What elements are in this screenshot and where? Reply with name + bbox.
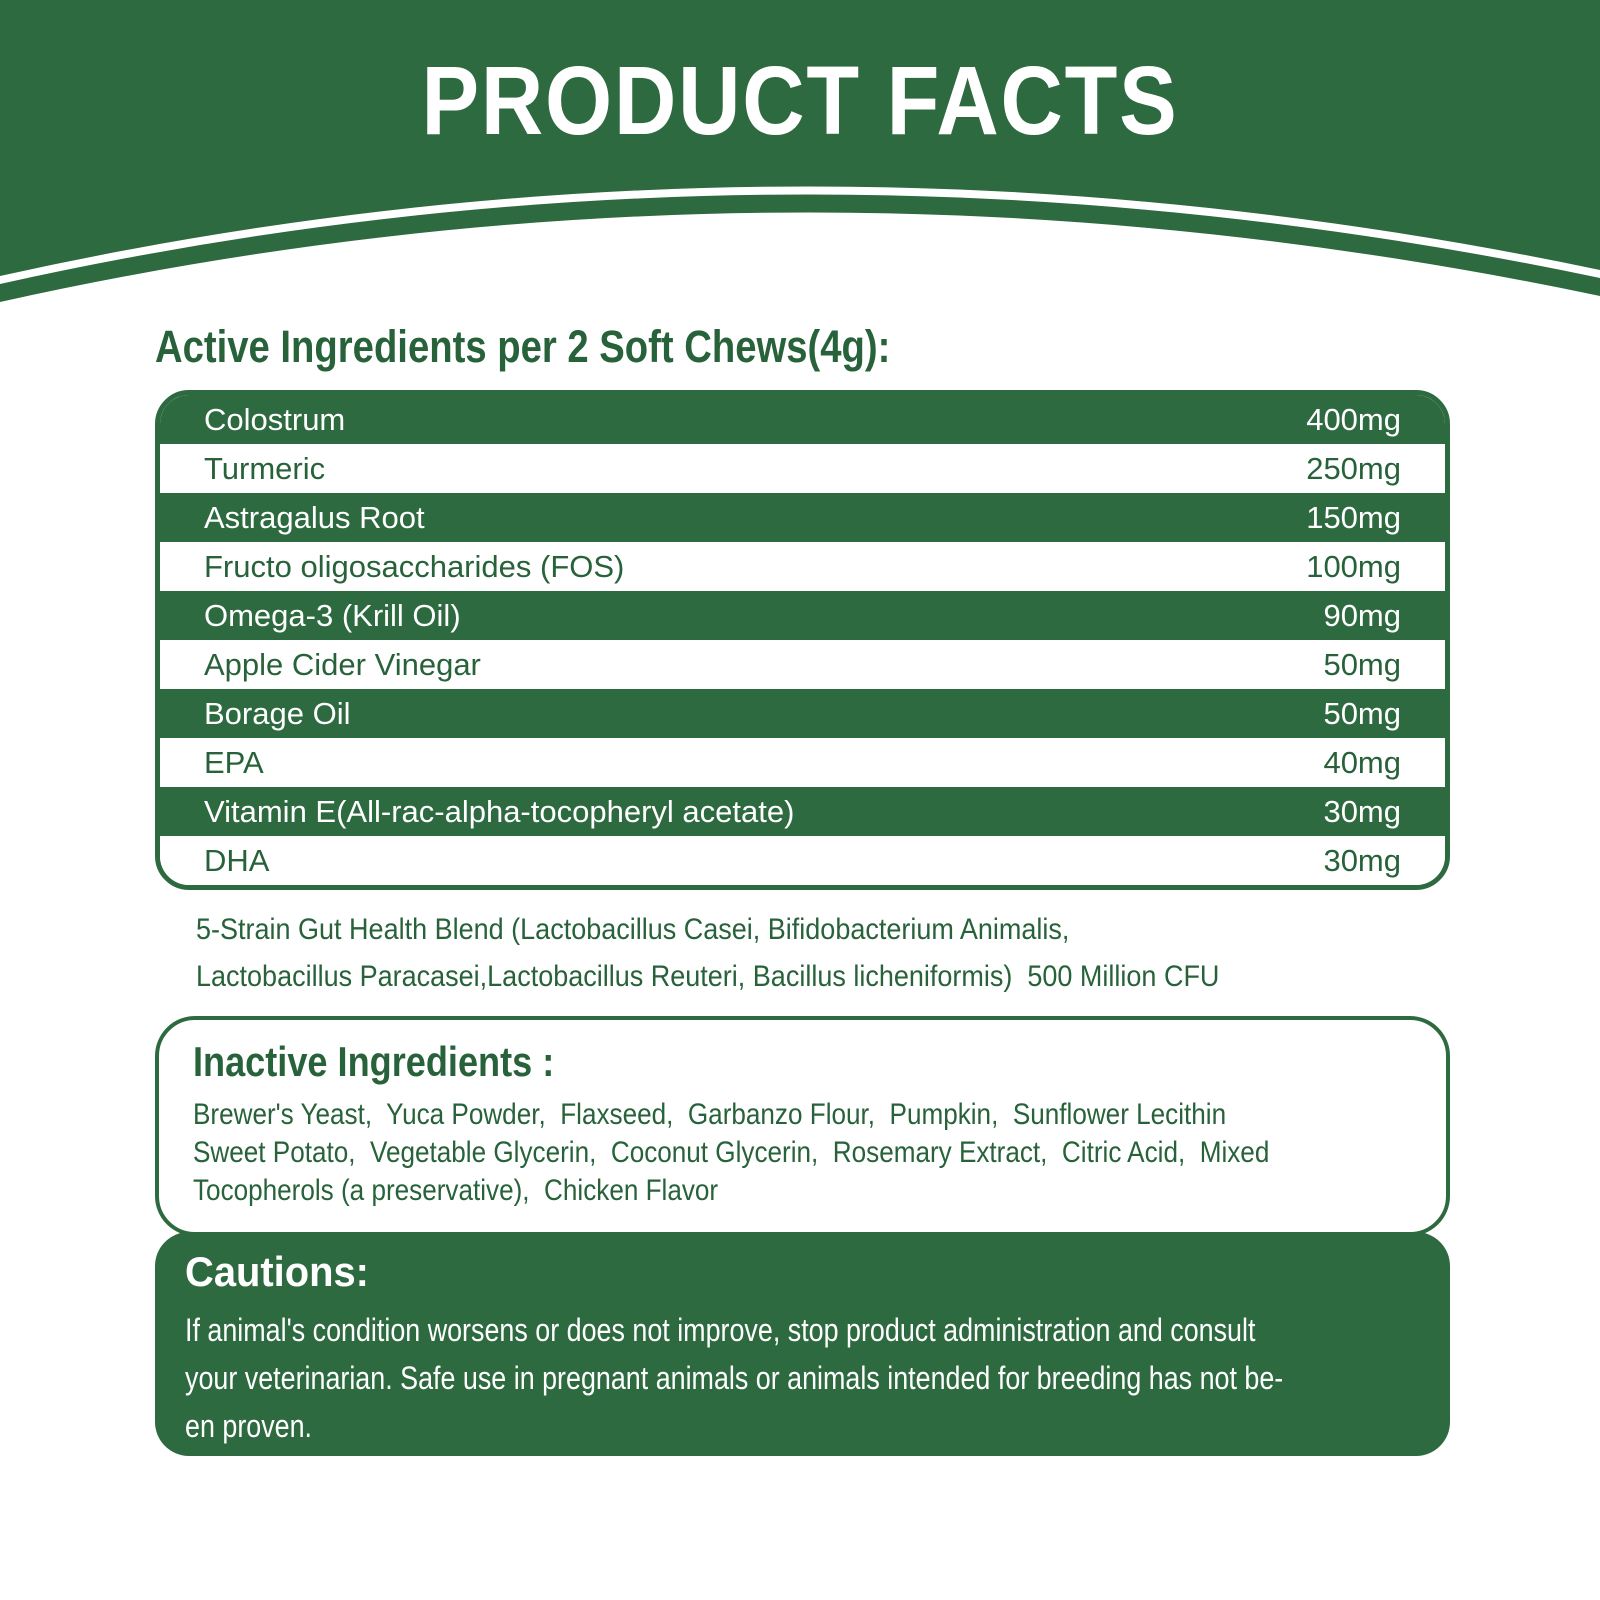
active-ingredients-heading: Active Ingredients per 2 Soft Chews(4g):: [155, 321, 891, 372]
ingredient-amount: 150mg: [1306, 499, 1401, 535]
table-row: Colostrum 400mg: [160, 395, 1445, 444]
table-row: Fructo oligosaccharides (FOS) 100mg: [160, 542, 1445, 591]
ingredient-name: Vitamin E(All-rac-alpha-tocopheryl aceta…: [204, 793, 795, 829]
inactive-ingredients-line: Tocopherols (a preservative), Chicken Fl…: [193, 1174, 719, 1208]
active-ingredients-table: Colostrum 400mg Turmeric 250mg Astragalu…: [155, 390, 1450, 890]
gut-health-blend-line: Lactobacillus Paracasei,Lactobacillus Re…: [196, 960, 1220, 993]
ingredient-amount: 100mg: [1306, 548, 1401, 584]
cautions-text: If animal's condition worsens or does no…: [185, 1306, 1420, 1450]
ingredient-name: Colostrum: [204, 401, 346, 437]
cautions-line: en proven.: [185, 1408, 313, 1445]
ingredient-amount: 50mg: [1323, 646, 1401, 682]
ingredient-name: Astragalus Root: [204, 499, 425, 535]
page-title: PRODUCT FACTS: [421, 46, 1179, 155]
gut-health-blend-note: 5-Strain Gut Health Blend (Lactobacillus…: [196, 906, 1333, 1000]
inactive-ingredients-line: Brewer's Yeast, Yuca Powder, Flaxseed, G…: [193, 1098, 1227, 1132]
header-curve: [0, 0, 1600, 302]
ingredient-name: EPA: [204, 744, 264, 780]
inactive-ingredients-line: Sweet Potato, Vegetable Glycerin, Coconu…: [193, 1136, 1270, 1170]
cautions-line: If animal's condition worsens or does no…: [185, 1312, 1256, 1349]
table-row: Borage Oil 50mg: [160, 689, 1445, 738]
ingredient-amount: 400mg: [1306, 401, 1401, 437]
inactive-ingredients-list: Brewer's Yeast, Yuca Powder, Flaxseed, G…: [193, 1096, 1412, 1210]
ingredient-name: Borage Oil: [204, 695, 351, 731]
cautions-line: your veterinarian. Safe use in pregnant …: [185, 1360, 1284, 1397]
table-row: Turmeric 250mg: [160, 444, 1445, 493]
table-row: Apple Cider Vinegar 50mg: [160, 640, 1445, 689]
ingredient-amount: 50mg: [1323, 695, 1401, 731]
ingredient-name: Apple Cider Vinegar: [204, 646, 481, 682]
cautions-heading: Cautions:: [185, 1248, 369, 1295]
inactive-ingredients-heading: Inactive Ingredients :: [193, 1038, 555, 1085]
ingredient-name: Fructo oligosaccharides (FOS): [204, 548, 625, 584]
inactive-ingredients-box: Inactive Ingredients : Brewer's Yeast, Y…: [155, 1016, 1450, 1237]
ingredient-amount: 30mg: [1323, 793, 1401, 829]
gut-health-blend-line: 5-Strain Gut Health Blend (Lactobacillus…: [196, 913, 1070, 946]
ingredient-name: Turmeric: [204, 450, 326, 486]
ingredient-amount: 90mg: [1323, 597, 1401, 633]
table-row: EPA 40mg: [160, 738, 1445, 787]
cautions-box: Cautions: If animal's condition worsens …: [155, 1232, 1450, 1456]
table-row: Vitamin E(All-rac-alpha-tocopheryl aceta…: [160, 787, 1445, 836]
ingredient-name: DHA: [204, 842, 270, 878]
ingredient-amount: 30mg: [1323, 842, 1401, 878]
ingredient-amount: 250mg: [1306, 450, 1401, 486]
table-row: Astragalus Root 150mg: [160, 493, 1445, 542]
table-row: Omega-3 (Krill Oil) 90mg: [160, 591, 1445, 640]
ingredient-amount: 40mg: [1323, 744, 1401, 780]
table-row: DHA 30mg: [160, 836, 1445, 885]
ingredient-name: Omega-3 (Krill Oil): [204, 597, 461, 633]
